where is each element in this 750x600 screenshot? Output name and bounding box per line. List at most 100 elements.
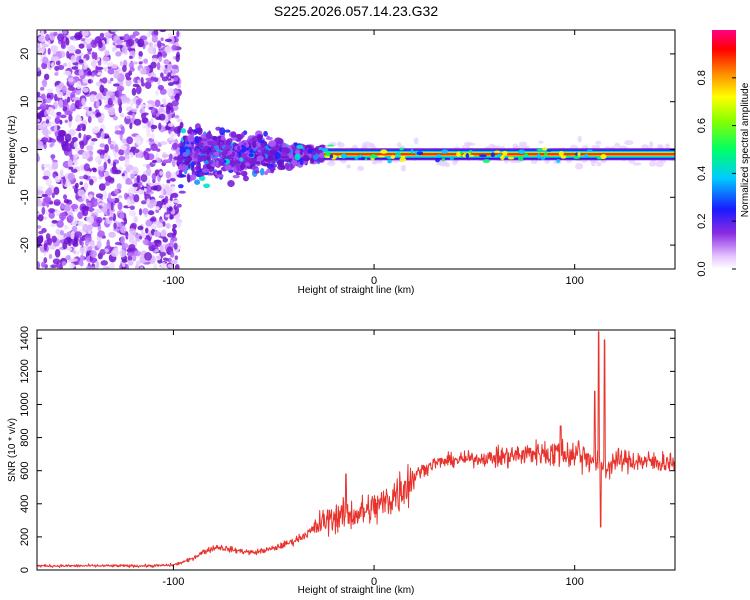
heatmap-cell: [184, 136, 188, 144]
heatmap-cell: [274, 137, 283, 144]
heatmap-cell: [251, 140, 257, 149]
heatmap-cell: [542, 147, 548, 151]
heatmap-cell: [82, 209, 89, 217]
heatmap-cell: [112, 115, 118, 121]
heatmap-cell: [135, 139, 143, 146]
y-tick-label: 1200: [19, 359, 31, 383]
heatmap-cell: [154, 99, 161, 108]
heatmap-cell: [267, 155, 274, 161]
heatmap-cell: [106, 208, 111, 217]
heatmap-cell: [117, 96, 121, 105]
heatmap-cell: [155, 255, 162, 261]
heatmap-cell: [558, 150, 564, 156]
heatmap-cell: [77, 211, 83, 220]
heatmap-cell: [104, 143, 109, 153]
heatmap-cell: [641, 144, 649, 149]
heatmap-cell: [145, 219, 153, 227]
heatmap-cell: [118, 105, 123, 114]
heatmap-cell: [82, 78, 88, 84]
heatmap-cell: [252, 157, 257, 165]
heatmap-cell: [413, 137, 419, 145]
heatmap-cell: [263, 163, 270, 167]
heatmap-cell: [160, 187, 164, 196]
heatmap-cell: [168, 206, 173, 212]
spectrogram-y-ticks: -20 -10 0 10 20: [19, 48, 675, 253]
heatmap-cell: [68, 166, 74, 170]
y-tick-label: -10: [19, 189, 31, 205]
heatmap-cell: [212, 152, 220, 156]
heatmap-cell: [178, 169, 183, 176]
heatmap-cell: [111, 47, 116, 52]
heatmap-cell: [181, 164, 188, 172]
x-tick-label: 0: [371, 576, 377, 588]
heatmap-cell: [172, 104, 179, 111]
heatmap-cell: [86, 43, 92, 50]
heatmap-cell: [102, 266, 111, 269]
heatmap-cell: [299, 150, 303, 155]
heatmap-cell: [107, 80, 112, 84]
heatmap-cell: [233, 159, 239, 164]
heatmap-cell: [138, 61, 143, 65]
heatmap-cell: [127, 260, 134, 266]
colorbar-tick-label: 0.0: [696, 261, 708, 276]
heatmap-cell: [53, 31, 58, 37]
heatmap-cell: [171, 159, 176, 167]
heatmap-cell: [153, 43, 158, 48]
heatmap-cell: [237, 145, 241, 152]
heatmap-cell: [75, 116, 82, 123]
heatmap-cell: [145, 227, 149, 234]
heatmap-cell: [60, 169, 64, 177]
heatmap-cell: [99, 248, 106, 256]
heatmap-cell: [216, 174, 224, 178]
heatmap-cell: [71, 97, 80, 101]
heatmap-cell: [171, 64, 179, 70]
heatmap-cell: [142, 163, 148, 167]
heatmap-cell: [147, 46, 156, 55]
heatmap-cell: [120, 95, 128, 102]
heatmap-cell: [87, 224, 94, 230]
heatmap-cell: [198, 171, 206, 177]
heatmap-cell: [257, 147, 265, 151]
heatmap-cell: [111, 166, 116, 172]
heatmap-cell: [81, 205, 89, 211]
heatmap-cell: [131, 113, 136, 118]
heatmap-cell: [119, 249, 126, 258]
x-tick-label: -100: [162, 275, 184, 287]
heatmap-cell: [132, 61, 139, 65]
heatmap-cell: [176, 221, 182, 228]
heatmap-cell: [65, 37, 70, 46]
heatmap-cell: [67, 172, 75, 181]
heatmap-cell: [124, 192, 128, 200]
heatmap-cell: [41, 202, 47, 207]
heatmap-cell: [488, 143, 495, 150]
heatmap-cell: [203, 161, 209, 165]
heatmap-cell: [258, 139, 265, 144]
spectrogram-heatmap: [37, 30, 675, 269]
heatmap-cell: [147, 30, 151, 36]
heatmap-cell: [143, 66, 147, 75]
heatmap-cell: [173, 204, 177, 211]
heatmap-cell: [115, 51, 122, 57]
heatmap-cell: [53, 124, 58, 132]
heatmap-cell: [68, 114, 73, 122]
heatmap-cell: [56, 111, 62, 116]
heatmap-cell: [76, 80, 82, 90]
heatmap-cell: [43, 257, 48, 264]
heatmap-cell: [135, 104, 139, 109]
heatmap-cell: [70, 104, 74, 111]
heatmap-cell: [171, 192, 179, 199]
heatmap-cell: [152, 221, 156, 230]
heatmap-cell: [164, 195, 169, 204]
heatmap-cell: [169, 177, 176, 182]
heatmap-cell: [45, 177, 52, 187]
heatmap-cell: [167, 139, 175, 143]
heatmap-cell: [150, 61, 157, 69]
y-tick-label: 1000: [19, 392, 31, 416]
heatmap-cell: [37, 118, 41, 123]
heatmap-cell: [203, 183, 211, 189]
heatmap-cell: [232, 174, 240, 179]
heatmap-cell: [572, 155, 581, 159]
heatmap-cell: [161, 204, 168, 209]
heatmap-cell: [482, 159, 491, 164]
